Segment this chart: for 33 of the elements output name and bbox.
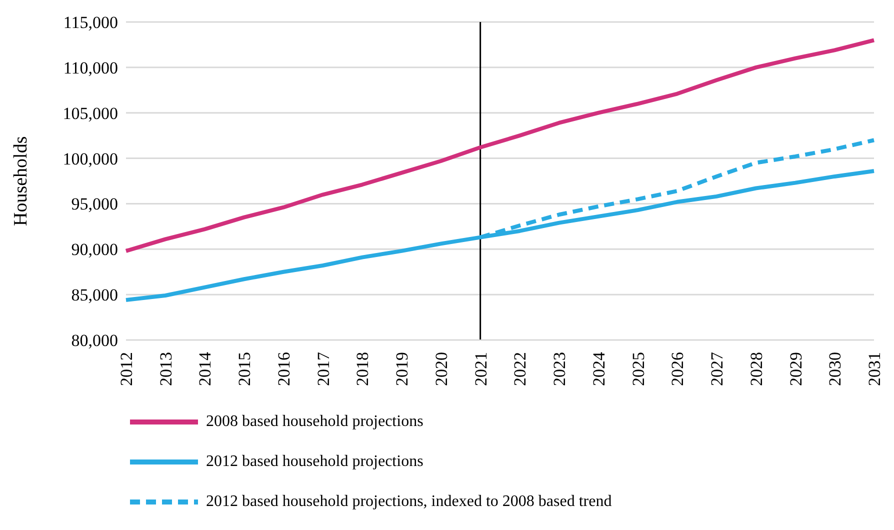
y-tick-label: 115,000 — [63, 13, 118, 32]
y-tick-label: 85,000 — [71, 286, 118, 305]
y-tick-label: 95,000 — [71, 194, 118, 214]
y-tick-label: 110,000 — [63, 58, 118, 78]
x-tick-label: 2019 — [392, 352, 412, 386]
y-tick-label: 90,000 — [71, 240, 118, 260]
x-tick-label: 2017 — [314, 352, 333, 386]
legend-label: 2008 based household projections — [206, 413, 424, 431]
x-tick-label: 2013 — [156, 352, 176, 386]
line-series — [124, 38, 876, 253]
x-tick-label: 2031 — [865, 352, 884, 386]
y-axis-title: Households — [10, 136, 32, 226]
x-tick-label: 2023 — [550, 352, 570, 386]
x-tick-label: 2026 — [668, 352, 688, 386]
x-tick-label: 2029 — [786, 352, 806, 386]
x-tick-label: 2015 — [235, 352, 254, 386]
legend-label: 2012 based household projections, indexed to 2008 based trend — [206, 493, 612, 511]
legend-label: 2012 based household projections — [206, 453, 424, 471]
x-tick-label: 2024 — [589, 352, 608, 386]
x-tick-label: 2014 — [196, 352, 215, 386]
x-tick-label: 2030 — [826, 352, 845, 386]
x-tick-label: 2027 — [708, 352, 727, 386]
x-tick-label: 2018 — [353, 352, 372, 386]
x-tick-label: 2022 — [510, 352, 530, 386]
x-tick-label: 2016 — [274, 352, 294, 386]
x-tick-label: 2020 — [432, 352, 451, 386]
x-tick-label: 2012 — [117, 352, 136, 386]
y-tick-label: 100,000 — [62, 149, 118, 168]
x-tick-label: 2025 — [628, 352, 648, 386]
x-tick-label: 2021 — [471, 352, 490, 386]
y-tick-label: 80,000 — [71, 331, 118, 350]
x-tick-label: 2028 — [746, 352, 766, 386]
y-tick-label: 105,000 — [62, 104, 118, 123]
